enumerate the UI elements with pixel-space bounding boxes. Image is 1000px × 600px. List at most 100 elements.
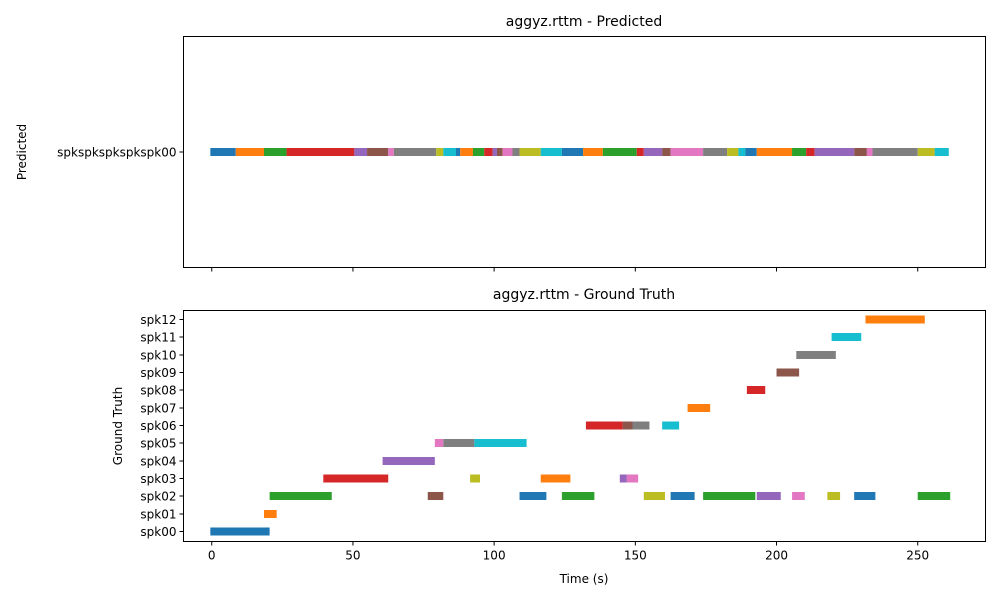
segment-spkspkspkspkspk00-20 <box>561 148 584 156</box>
segment-spkspkspkspkspk00-18 <box>519 148 541 156</box>
predicted-y-ticks: spkspkspkspkspk00 <box>57 146 184 160</box>
segment-spkspkspkspkspk00-7 <box>393 148 437 156</box>
segment-spk02-13 <box>917 492 951 500</box>
segment-spk06-24 <box>622 421 633 430</box>
segment-spk04-19 <box>382 457 435 465</box>
y-tick-label-spk02: spk02 <box>140 490 176 504</box>
segment-spk03-16 <box>540 474 571 483</box>
y-tick-label-spk04: spk04 <box>140 455 176 469</box>
segment-spkspkspkspkspk00-5 <box>367 148 389 156</box>
segment-spk02-11 <box>827 492 841 500</box>
segment-spkspkspkspkspk00-12 <box>472 148 485 156</box>
segment-spkspkspkspkspk00-34 <box>814 148 855 156</box>
segment-spkspkspkspkspk00-6 <box>388 148 394 156</box>
x-tick-label-50: 50 <box>345 549 360 563</box>
segment-spkspkspkspkspk00-26 <box>670 148 704 156</box>
predicted-panel: aggyz.rttm - Predicted spkspkspkspkspk00… <box>15 14 986 272</box>
segment-spkspkspkspkspk00-38 <box>917 148 935 156</box>
segment-spkspkspkspkspk00-35 <box>854 148 867 156</box>
x-tick-label-100: 100 <box>483 549 506 563</box>
segment-spk02-6 <box>643 492 665 500</box>
segment-spk05-21 <box>443 439 475 447</box>
y-tick-label-spk10: spk10 <box>140 349 176 363</box>
segment-spkspkspkspkspk00-3 <box>286 148 355 156</box>
segment-spk02-3 <box>427 492 444 500</box>
x-tick-label-250: 250 <box>906 549 929 563</box>
segment-spk06-26 <box>662 421 680 430</box>
x-tick-label-150: 150 <box>624 549 647 563</box>
predicted-y-axis-label: Predicted <box>15 124 29 180</box>
segment-spk10-30 <box>796 351 836 359</box>
segment-spkspkspkspkspk00-29 <box>738 148 746 156</box>
segment-spkspkspkspkspk00-22 <box>602 148 637 156</box>
y-tick-label-spkspkspkspkspk00: spkspkspkspkspk00 <box>57 146 176 160</box>
segment-spk08-28 <box>746 386 766 394</box>
segment-spk06-23 <box>585 421 623 430</box>
segment-spkspkspkspkspk00-27 <box>703 148 728 156</box>
segment-spkspkspkspkspk00-9 <box>443 148 457 156</box>
segment-spkspkspkspkspk00-37 <box>872 148 918 156</box>
segment-spkspkspkspkspk00-10 <box>456 148 461 156</box>
segment-spk05-22 <box>474 439 527 447</box>
segment-spk11-31 <box>831 333 862 341</box>
segment-spkspkspkspkspk00-8 <box>436 148 444 156</box>
segment-spk03-18 <box>626 474 639 483</box>
segment-spkspkspkspkspk00-0 <box>210 148 236 156</box>
y-tick-label-spk08: spk08 <box>140 384 176 398</box>
segment-spk03-14 <box>323 474 389 483</box>
segment-spk02-10 <box>792 492 805 500</box>
segment-spkspkspkspkspk00-28 <box>727 148 739 156</box>
segment-spk02-8 <box>703 492 756 500</box>
segment-spkspkspkspkspk00-13 <box>484 148 493 156</box>
segment-spkspkspkspkspk00-1 <box>235 148 264 156</box>
segment-spk02-7 <box>670 492 695 500</box>
ground-truth-x-ticks: 0 50 100 150 200 250 <box>208 541 929 563</box>
segment-spkspkspkspkspk00-25 <box>662 148 671 156</box>
ground-truth-segments <box>210 315 951 536</box>
segment-spkspkspkspkspk00-14 <box>492 148 497 156</box>
segment-spkspkspkspkspk00-24 <box>643 148 663 156</box>
y-tick-label-spk12: spk12 <box>140 313 176 327</box>
segment-spkspkspkspkspk00-31 <box>756 148 793 156</box>
segment-spkspkspkspkspk00-23 <box>636 148 644 156</box>
ground-truth-y-axis-label: Ground Truth <box>111 387 125 465</box>
segment-spkspkspkspkspk00-16 <box>502 148 513 156</box>
y-tick-label-spk09: spk09 <box>140 366 176 380</box>
segment-spkspkspkspkspk00-21 <box>583 148 603 156</box>
segment-spk09-29 <box>776 368 800 377</box>
segment-spkspkspkspkspk00-15 <box>496 148 503 156</box>
segment-spkspkspkspkspk00-2 <box>263 148 287 156</box>
segment-spkspkspkspkspk00-39 <box>934 148 949 156</box>
x-tick-label-200: 200 <box>765 549 788 563</box>
segment-spk05-20 <box>434 439 444 447</box>
segment-spkspkspkspkspk00-30 <box>745 148 757 156</box>
x-tick-label-0: 0 <box>208 549 216 563</box>
segment-spk12-32 <box>865 315 925 324</box>
predicted-title: aggyz.rttm - Predicted <box>506 14 662 30</box>
ground-truth-title: aggyz.rttm - Ground Truth <box>493 287 675 303</box>
segment-spkspkspkspkspk00-19 <box>540 148 562 156</box>
ground-truth-y-ticks: spk00 spk01 spk02 spk03 spk04 spk05 spk06 spk07… <box>140 313 184 539</box>
segment-spk07-27 <box>687 404 711 412</box>
segment-spk06-25 <box>632 421 650 430</box>
segment-spkspkspkspkspk00-36 <box>866 148 873 156</box>
y-tick-label-spk00: spk00 <box>140 525 176 539</box>
segment-spk01-1 <box>263 510 277 518</box>
segment-spkspkspkspkspk00-4 <box>354 148 368 156</box>
segment-spk02-12 <box>854 492 876 500</box>
segment-spk02-9 <box>756 492 781 500</box>
y-tick-label-spk03: spk03 <box>140 472 176 486</box>
segment-spk02-5 <box>561 492 595 500</box>
y-tick-label-spk05: spk05 <box>140 437 176 451</box>
segment-spkspkspkspkspk00-33 <box>806 148 815 156</box>
segment-spkspkspkspkspk00-32 <box>792 148 807 156</box>
segment-spk00-0 <box>210 527 270 536</box>
ground-truth-x-axis-label: Time (s) <box>559 572 609 586</box>
segment-spk03-17 <box>619 474 627 483</box>
predicted-x-ticks <box>211 267 919 272</box>
y-tick-label-spk01: spk01 <box>140 508 176 522</box>
segment-spkspkspkspkspk00-17 <box>512 148 520 156</box>
y-tick-label-spk11: spk11 <box>140 331 176 345</box>
segment-spkspkspkspkspk00-11 <box>460 148 473 156</box>
